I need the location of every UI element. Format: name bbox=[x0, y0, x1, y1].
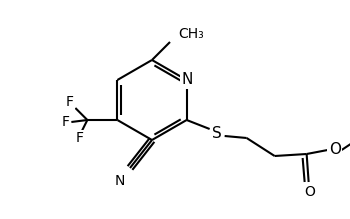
Text: O: O bbox=[304, 185, 315, 199]
Text: F: F bbox=[65, 95, 74, 109]
Text: F: F bbox=[75, 131, 83, 145]
Text: N: N bbox=[182, 72, 193, 88]
Text: CH₃: CH₃ bbox=[178, 27, 204, 41]
Text: F: F bbox=[61, 115, 69, 129]
Text: O: O bbox=[329, 143, 341, 157]
Text: S: S bbox=[212, 127, 222, 141]
Text: N: N bbox=[115, 174, 125, 188]
